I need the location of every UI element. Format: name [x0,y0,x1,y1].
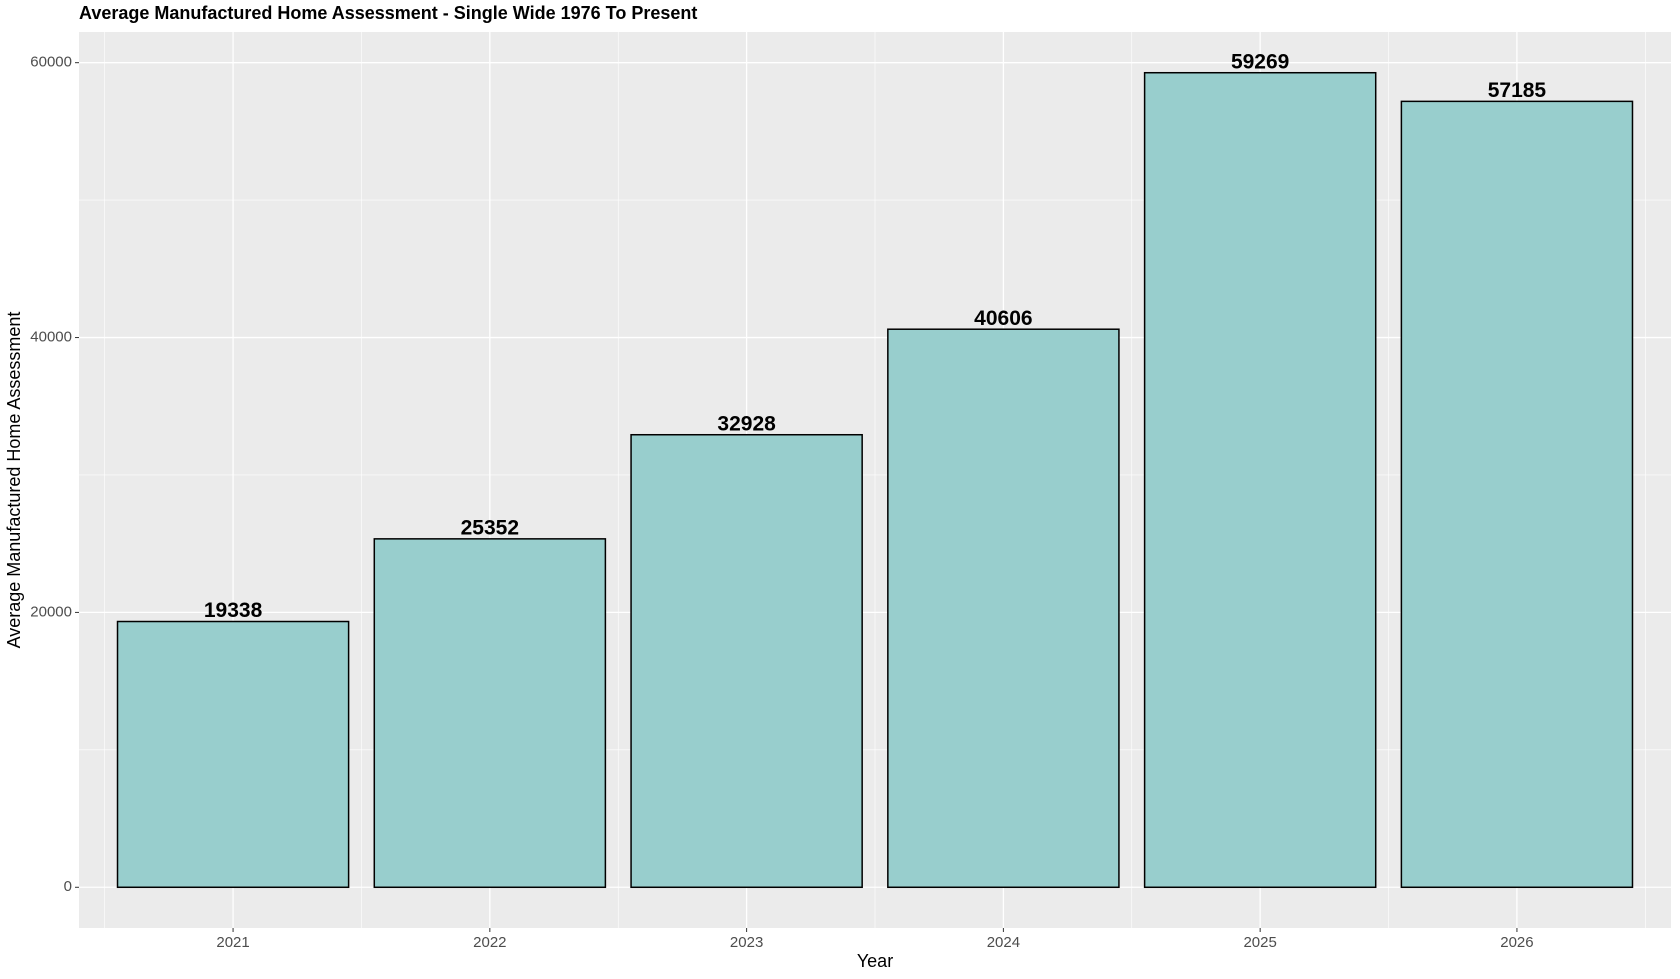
value-label: 19338 [204,599,263,622]
x-axis-title: Year [857,951,893,971]
bar [1143,71,1377,889]
y-tick-label: 60000 [30,54,72,71]
y-tick-label: 40000 [30,329,72,346]
x-tick-label: 2023 [730,934,763,951]
x-tick-label: 2022 [473,934,506,951]
value-label: 25352 [461,516,519,539]
bar [1400,100,1634,889]
y-axis-title: Average Manufactured Home Assessment [4,312,24,649]
y-tick-label: 0 [64,878,72,895]
bar [116,620,350,889]
bar [887,328,1120,889]
y-tick-label: 20000 [30,603,72,620]
x-tick-label: 2024 [987,934,1020,951]
bar [630,433,863,889]
value-label: 32928 [717,412,776,435]
value-label: 57185 [1488,79,1547,102]
value-label: 40606 [974,307,1032,330]
bar [373,538,607,889]
x-tick-label: 2021 [216,934,249,951]
chart-title: Average Manufactured Home Assessment - S… [79,3,697,23]
x-tick-label: 2026 [1500,934,1533,951]
x-tick-label: 2025 [1243,934,1276,951]
value-label: 59269 [1231,50,1289,73]
